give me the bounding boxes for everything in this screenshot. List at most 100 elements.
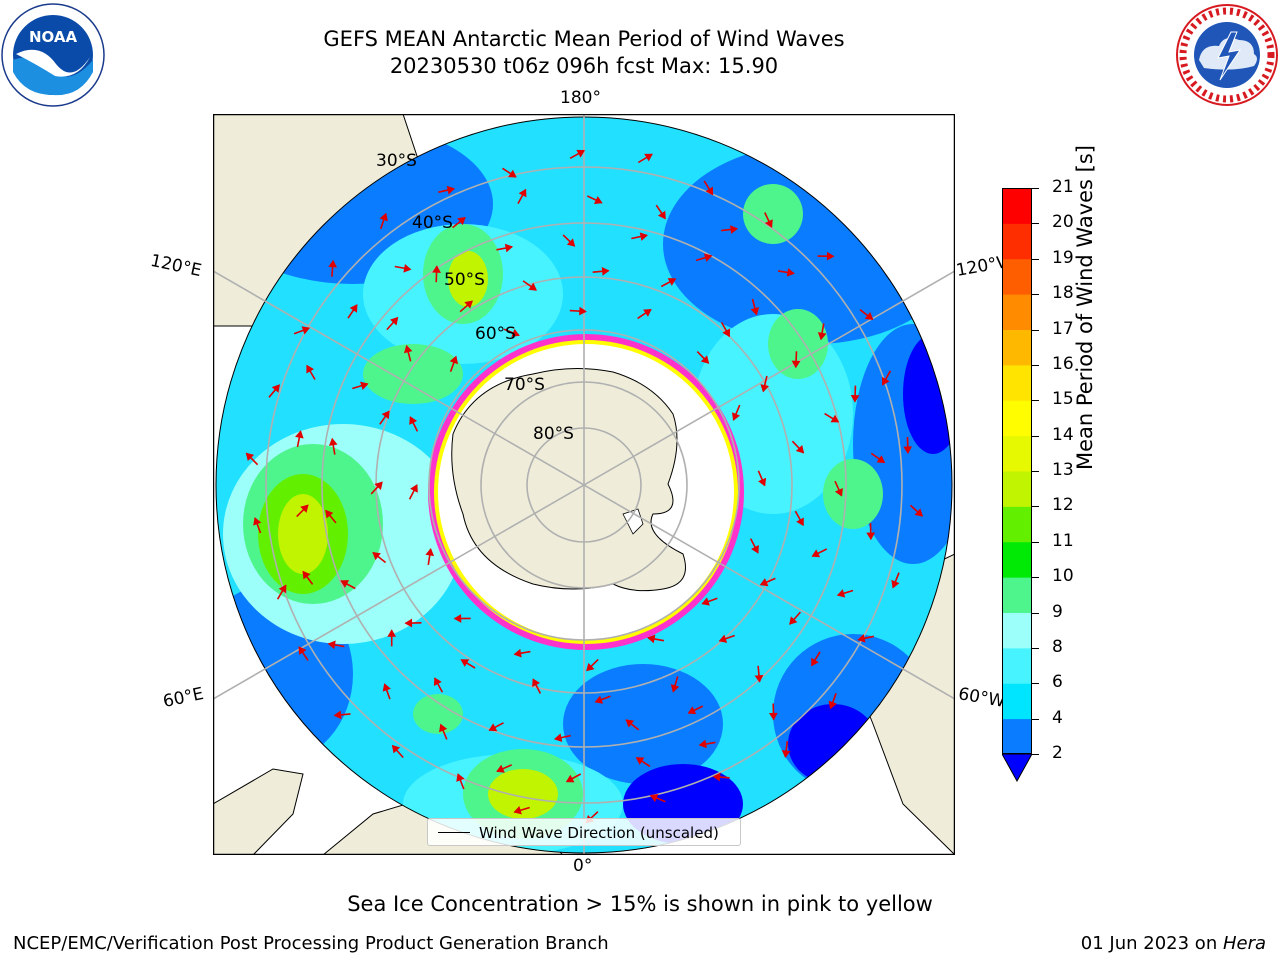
colorbar-tick-label: 4: [1052, 707, 1063, 728]
colorbar-tick-label: 8: [1052, 636, 1063, 657]
colorbar-segment: [1002, 435, 1032, 472]
wind-arrow-head: [796, 517, 804, 527]
colorbar-tick-label: 12: [1052, 495, 1074, 516]
wind-arrow-head: [754, 674, 764, 683]
wind-arrow-head: [278, 584, 287, 594]
wind-arrow-head: [432, 265, 441, 273]
wind-arrow-head: [828, 700, 837, 710]
wind-arrow-head: [795, 445, 805, 454]
colorbar-tick-label: 10: [1052, 566, 1074, 587]
colorbar-segment: [1002, 188, 1032, 224]
colorbar-segment: [1002, 577, 1032, 613]
polar-map: [213, 114, 955, 855]
wind-arrow-head: [300, 504, 309, 513]
wind-arrow-head: [409, 416, 418, 425]
wind-arrow-head: [811, 657, 819, 667]
wind-arrow-head: [647, 634, 656, 644]
wind-arrow-head: [382, 683, 391, 692]
wind-arrow-head: [333, 710, 342, 720]
wind-arrow-head: [751, 545, 759, 554]
footer-date: 01 Jun 2023 on Hera: [1081, 933, 1266, 954]
wind-arrow-head: [374, 481, 383, 490]
lon-label-60w: 60°W: [956, 684, 1007, 712]
wind-arrow-head: [881, 376, 890, 386]
wind-arrow-head: [701, 597, 710, 606]
colorbar-segment: [1002, 541, 1032, 578]
wind-arrow-head: [391, 744, 401, 754]
wind-arrow-head: [381, 410, 390, 420]
colorbar: [1002, 188, 1032, 754]
colorbar-tick: [1032, 223, 1039, 225]
wind-arrow-head: [372, 551, 381, 561]
wind-arrow-head: [410, 484, 418, 493]
wind-arrow-head: [750, 307, 760, 316]
colorbar-segment: [1002, 223, 1032, 260]
wind-arrow-head: [457, 216, 466, 226]
lon-label-120e: 120°E: [148, 250, 204, 282]
colorbar-tick: [1032, 718, 1039, 720]
wind-arrow-head: [360, 381, 369, 390]
wind-arrow-head: [453, 614, 462, 623]
wind-arrow-head: [914, 508, 924, 517]
map-legend: Wind Wave Direction (unscaled): [427, 818, 741, 846]
wind-arrow-head: [639, 232, 648, 241]
colorbar-tick-label: 17: [1052, 318, 1074, 339]
wind-arrow-head: [576, 149, 585, 158]
wind-arrow-head: [850, 394, 860, 403]
colorbar-segment: [1002, 471, 1032, 507]
sea-ice-caption: Sea Ice Concentration > 15% is shown in …: [347, 892, 933, 916]
svg-text:NOAA: NOAA: [29, 28, 78, 46]
wind-arrow-head: [601, 266, 610, 276]
wind-arrow-head: [554, 733, 563, 742]
wind-arrow-head: [718, 634, 728, 643]
wind-arrow-head: [496, 764, 505, 773]
legend-label: Wind Wave Direction (unscaled): [479, 824, 719, 842]
wind-arrow-head: [403, 263, 412, 273]
wind-arrow-head: [403, 344, 413, 354]
colorbar-segment: [1002, 258, 1032, 295]
wind-arrow-head: [387, 629, 397, 637]
wind-arrow-head: [789, 616, 798, 625]
wind-arrow-head: [722, 328, 731, 338]
colorbar-segment: [1002, 506, 1032, 543]
colorbar-segment: [1002, 294, 1032, 330]
wind-arrow-head: [271, 384, 280, 393]
colorbar-tick-label: 6: [1052, 672, 1063, 693]
wind-arrow-head: [513, 806, 522, 815]
wind-arrow-head: [834, 487, 843, 497]
colorbar-tick: [1032, 612, 1039, 614]
wind-arrow-head: [327, 640, 336, 650]
wind-arrow-head: [781, 750, 791, 758]
lat-label-70s: 70°S: [504, 375, 545, 395]
colorbar-tick: [1032, 435, 1039, 437]
wind-arrow-head: [643, 308, 652, 317]
wind-arrow-head: [295, 430, 304, 439]
footer-date-text: 01 Jun 2023 on: [1080, 933, 1223, 954]
wind-arrow-head: [245, 452, 255, 461]
colorbar-tick: [1032, 258, 1039, 260]
wind-arrow-head: [390, 316, 399, 326]
wind-arrow-head: [488, 723, 498, 732]
wind-arrow-head: [625, 719, 635, 728]
colorbar-tick-label: 9: [1052, 601, 1063, 622]
legend-line-sample: [438, 832, 470, 833]
wind-arrow-head: [586, 662, 595, 672]
colorbar-segment: [1002, 612, 1032, 649]
wind-arrow-head: [705, 186, 714, 196]
wind-arrow-head: [425, 548, 435, 557]
wind-arrow-head: [657, 210, 666, 220]
wind-arrow-head: [817, 332, 827, 341]
wind-arrow-head: [830, 414, 840, 423]
wind-arrow-head: [786, 268, 795, 277]
wind-arrow-head: [566, 238, 576, 247]
wind-arrow-head: [703, 253, 713, 262]
footer-host: Hera: [1222, 933, 1266, 954]
colorbar-tick: [1032, 683, 1039, 685]
lat-label-40s: 40°S: [412, 213, 453, 233]
wind-arrow-head: [670, 684, 680, 693]
wind-arrow-head: [460, 659, 470, 667]
colorbar-tick-label: 2: [1052, 743, 1063, 763]
colorbar-tick: [1032, 294, 1039, 296]
colorbar-tick-label: 14: [1052, 424, 1074, 445]
colorbar-tick: [1032, 188, 1039, 189]
